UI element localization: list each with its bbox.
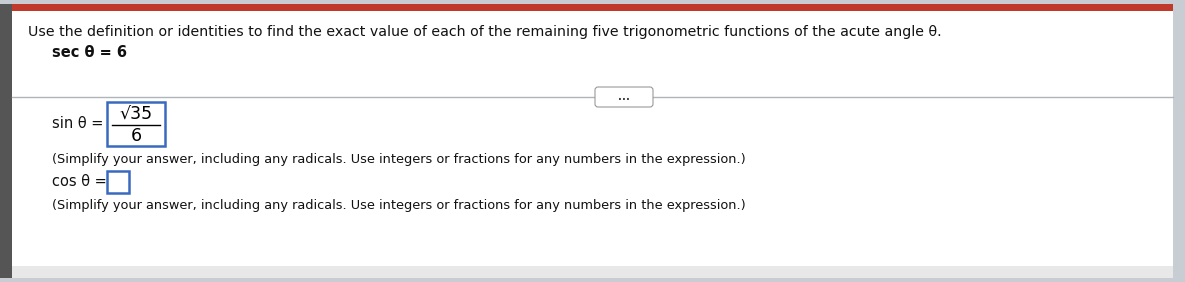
Text: cos θ =: cos θ = xyxy=(52,174,107,189)
Text: (Simplify your answer, including any radicals. Use integers or fractions for any: (Simplify your answer, including any rad… xyxy=(52,153,745,166)
Text: sin θ =: sin θ = xyxy=(52,116,103,131)
FancyBboxPatch shape xyxy=(12,4,1173,11)
Text: √35: √35 xyxy=(120,106,153,124)
FancyBboxPatch shape xyxy=(0,4,12,278)
FancyBboxPatch shape xyxy=(12,266,1173,278)
FancyBboxPatch shape xyxy=(595,87,653,107)
FancyBboxPatch shape xyxy=(107,102,165,146)
Text: sec θ = 6: sec θ = 6 xyxy=(52,45,127,60)
Text: 6: 6 xyxy=(130,127,141,145)
Text: Use the definition or identities to find the exact value of each of the remainin: Use the definition or identities to find… xyxy=(28,25,942,39)
Text: (Simplify your answer, including any radicals. Use integers or fractions for any: (Simplify your answer, including any rad… xyxy=(52,199,745,212)
FancyBboxPatch shape xyxy=(12,4,1173,278)
Text: ...: ... xyxy=(619,92,630,102)
FancyBboxPatch shape xyxy=(107,171,129,193)
